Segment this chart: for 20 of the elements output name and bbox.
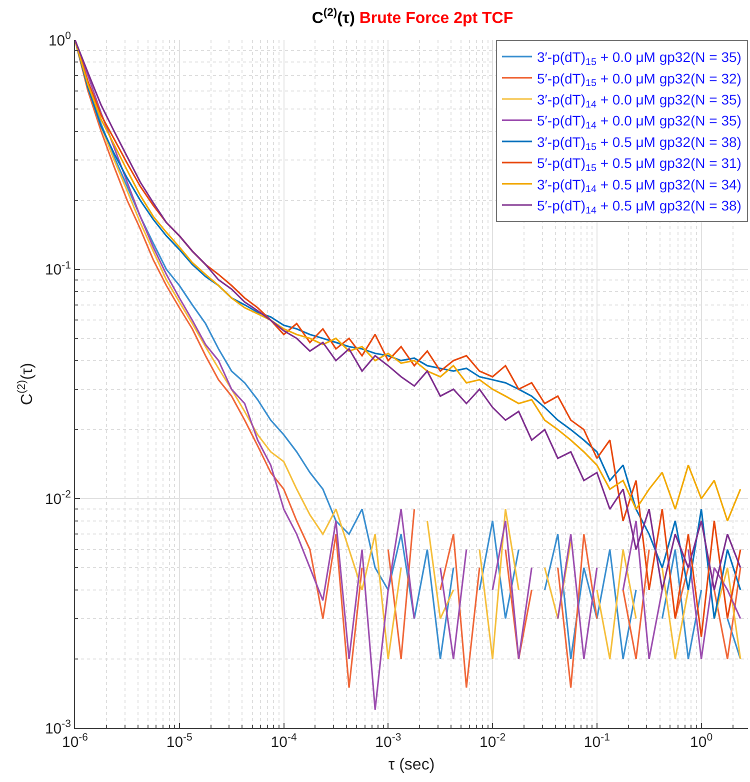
chart-title: C$^{(2)}$(τ) — [312, 7, 355, 27]
x-tick-label: 10$^{0}$ — [690, 732, 713, 751]
legend-label: 5′-p(dT)$_{14}$ + 0.0 μM gp32(N = 35) — [537, 112, 742, 132]
legend-label: 3′-p(dT)$_{15}$ + 0.5 μM gp32(N = 38) — [537, 134, 742, 153]
x-tick-label: 10$^{-1}$ — [584, 732, 610, 751]
x-tick-label: 10$^{-2}$ — [480, 732, 506, 751]
x-tick-label: 10$^{-4}$ — [270, 732, 297, 751]
legend-label: 3′-p(dT)$_{14}$ + 0.0 μM gp32(N = 35) — [537, 91, 742, 110]
legend-label: 3′-p(dT)$_{15}$ + 0.0 μM gp32(N = 35) — [537, 49, 742, 68]
x-axis-title: τ (sec) — [388, 756, 435, 774]
y-tick-label: 10$^{-2}$ — [44, 488, 72, 508]
legend-label: 5′-p(dT)$_{14}$ + 0.5 μM gp32(N = 38) — [537, 197, 742, 216]
x-tick-label: 10$^{-3}$ — [375, 732, 402, 751]
legend-label: 5′-p(dT)$_{15}$ + 0.5 μM gp32(N = 31) — [537, 155, 742, 174]
chart-subtitle: Brute Force 2pt TCF — [359, 10, 514, 27]
y-tick-label: 10$^{0}$ — [48, 30, 72, 50]
legend-label: 5′-p(dT)$_{15}$ + 0.0 μM gp32(N = 32) — [537, 70, 742, 90]
y-tick-label: 10$^{-1}$ — [44, 259, 72, 279]
x-tick-label: 10$^{-5}$ — [166, 732, 193, 751]
legend-label: 3′-p(dT)$_{14}$ + 0.5 μM gp32(N = 34) — [537, 176, 742, 196]
